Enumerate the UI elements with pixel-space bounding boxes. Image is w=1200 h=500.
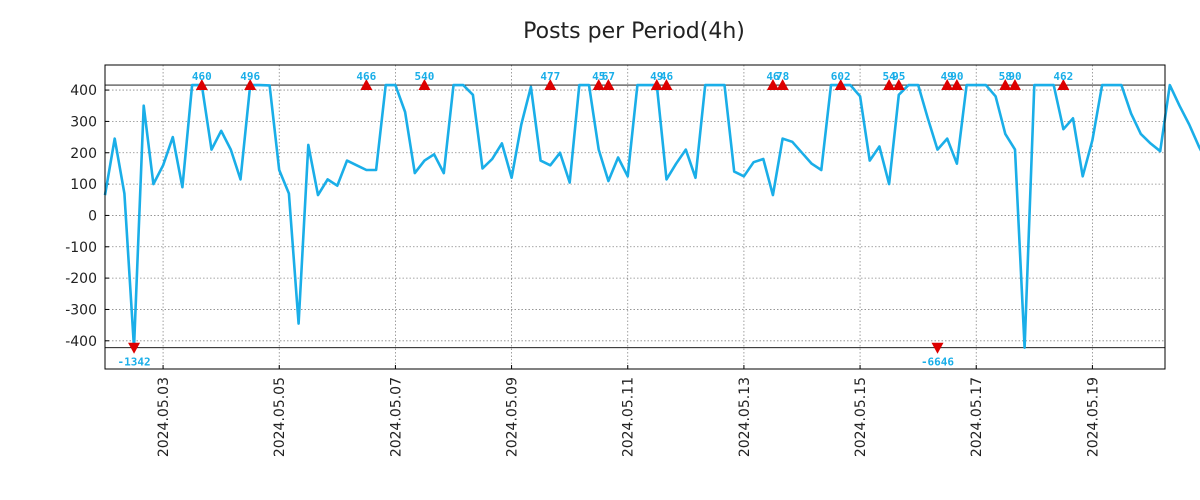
peak-marker xyxy=(892,79,905,91)
y-tick-label: 300 xyxy=(70,114,97,130)
x-tick-label: 2024.05.11 xyxy=(621,377,637,457)
x-tick-label: 2024.05.03 xyxy=(156,377,172,457)
series-layer xyxy=(103,83,1200,350)
y-tick-label: 200 xyxy=(70,146,97,162)
trough-marker xyxy=(931,342,944,354)
trough-label: -6646 xyxy=(921,356,954,369)
peak-label: 49 xyxy=(650,70,663,83)
peak-marker xyxy=(834,79,847,91)
plot-frame xyxy=(104,64,1166,370)
x-tick-label: 2024.05.07 xyxy=(388,377,404,457)
peak-marker xyxy=(941,79,954,91)
x-tick-label: 2024.05.15 xyxy=(853,377,869,457)
peak-label: 466 xyxy=(356,70,376,83)
y-tick-label: -300 xyxy=(65,302,97,318)
x-tick-label: 2024.05.19 xyxy=(1085,377,1101,457)
y-tick-label: -200 xyxy=(65,271,97,287)
peak-marker xyxy=(950,79,963,91)
peak-label: 78 xyxy=(776,70,789,83)
peak-label: 58 xyxy=(999,70,1012,83)
axes: 400 300 200 100 0 -100 -200 -300 -400 2024.05.03 2… xyxy=(65,83,1101,457)
peak-marker xyxy=(650,79,663,91)
peak-label: 462 xyxy=(1053,70,1073,83)
x-tick-label: 2024.05.05 xyxy=(272,377,288,457)
peak-marker xyxy=(195,79,208,91)
peak-label: 46 xyxy=(660,70,674,83)
y-tick-label: 400 xyxy=(70,83,97,99)
trough-label: -1342 xyxy=(117,356,150,369)
peak-marker xyxy=(766,79,779,91)
peak-marker xyxy=(660,79,673,91)
peak-marker xyxy=(883,79,896,91)
peak-marker xyxy=(602,79,615,91)
peak-marker xyxy=(1008,79,1021,91)
peak-marker xyxy=(776,79,789,91)
peak-label: 496 xyxy=(240,70,260,83)
peak-marker xyxy=(418,79,431,91)
peak-label: 540 xyxy=(415,70,435,83)
peak-marker xyxy=(999,79,1012,91)
peak-label: 67 xyxy=(602,70,615,83)
trough-marker xyxy=(128,342,141,354)
peak-marker xyxy=(592,79,605,91)
x-tick-label: 2024.05.09 xyxy=(505,377,521,457)
peak-marker xyxy=(544,79,557,91)
peak-marker xyxy=(360,79,373,91)
gridlines xyxy=(105,65,1165,369)
peak-label: 46 xyxy=(766,70,780,83)
peak-label: 95 xyxy=(892,70,905,83)
peak-label: 49 xyxy=(941,70,954,83)
peak-marker xyxy=(244,79,257,91)
y-tick-label: 100 xyxy=(70,177,97,193)
peak-label: 45 xyxy=(592,70,605,83)
series-line xyxy=(103,83,1200,350)
y-tick-label: 0 xyxy=(88,208,97,224)
peak-label: 602 xyxy=(831,70,851,83)
chart-title: Posts per Period(4h) xyxy=(523,19,745,44)
y-tick-label: -100 xyxy=(65,240,97,256)
peak-marker xyxy=(1057,79,1070,91)
peak-label: 460 xyxy=(192,70,212,83)
x-tick-label: 2024.05.13 xyxy=(737,377,753,457)
peak-label: 90 xyxy=(1008,70,1021,83)
y-tick-label: -400 xyxy=(65,334,97,350)
peak-label: 54 xyxy=(882,70,896,83)
x-tick-label: 2024.05.17 xyxy=(969,377,985,457)
peak-label: 90 xyxy=(950,70,963,83)
peak-label: 477 xyxy=(540,70,560,83)
